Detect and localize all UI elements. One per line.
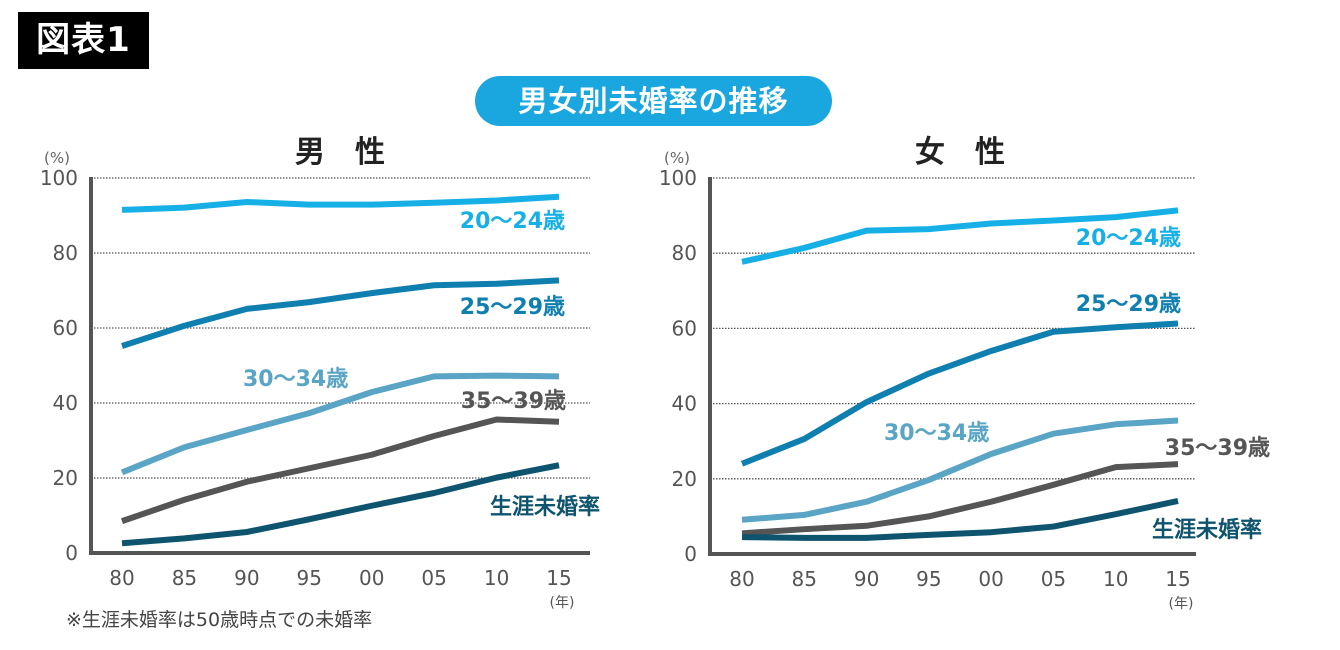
male-x-tick-label: 05	[421, 566, 446, 590]
male-series-label-30-34: 30〜34歳	[243, 367, 348, 392]
female-x-unit-label: (年)	[1169, 596, 1194, 612]
female-x-tick-label: 00	[978, 567, 1003, 591]
female-series-line-35-39	[741, 461, 1179, 537]
female-x-tick-label: 90	[854, 567, 879, 591]
female-series-label-lifetime: 生涯未婚率	[1152, 517, 1262, 543]
male-series-line-20-24	[121, 193, 560, 213]
female-y-unit-label: (%)	[664, 149, 690, 167]
female-y-tick-label: 0	[684, 542, 697, 566]
female-y-tick-label: 20	[672, 467, 697, 491]
male-series-label-25-29: 25〜29歳	[460, 295, 565, 320]
male-y-tick-label: 20	[53, 466, 78, 490]
female-x-tick-label: 15	[1165, 567, 1190, 591]
male-y-tick-label: 60	[53, 316, 78, 340]
female-series-label-20-24: 20〜24歳	[1076, 226, 1181, 251]
female-series-line-30-34	[741, 417, 1179, 523]
male-series-line-35-39	[121, 416, 560, 524]
female-x-tick-label: 10	[1103, 567, 1128, 591]
male-series-label-35-39: 35〜39歳	[461, 389, 566, 414]
male-x-tick-label: 90	[234, 566, 259, 590]
male-series-label-20-24: 20〜24歳	[460, 209, 565, 234]
footnote: ※生涯未婚率は50歳時点での未婚率	[66, 609, 373, 631]
male-x-tick-label: 80	[109, 566, 134, 590]
female-series-line-25-29	[740, 320, 1179, 467]
male-y-tick-label: 100	[40, 166, 78, 190]
male-y-unit-label: (%)	[44, 149, 70, 167]
male-x-tick-label: 85	[172, 566, 197, 590]
male-series-line-lifetime	[121, 462, 560, 547]
main-title: 男女別未婚率の推移	[475, 76, 832, 126]
male-series-line-25-29	[121, 277, 560, 349]
female-series-label-25-29: 25〜29歳	[1076, 292, 1181, 317]
female-series-line-20-24	[741, 207, 1179, 265]
male-chart-title: 男 性	[295, 135, 385, 170]
female-x-tick-label: 85	[792, 567, 817, 591]
female-series-line-lifetime	[741, 498, 1179, 541]
male-y-tick-label: 40	[53, 391, 78, 415]
female-chart-title: 女 性	[915, 135, 1005, 170]
figure-label: 図表1	[18, 12, 149, 69]
male-series-line-30-34	[120, 372, 560, 476]
male-y-tick-label: 80	[53, 241, 78, 265]
male-x-tick-label: 10	[484, 566, 509, 590]
female-series-label-35-39: 35〜39歳	[1165, 436, 1270, 461]
female-y-tick-label: 60	[672, 316, 697, 340]
male-series-label-lifetime: 生涯未婚率	[490, 494, 600, 520]
female-series-label-30-34: 30〜34歳	[884, 421, 989, 446]
male-x-tick-label: 95	[297, 566, 322, 590]
female-y-tick-label: 80	[672, 241, 697, 265]
female-x-tick-label: 05	[1041, 567, 1066, 591]
female-x-tick-label: 95	[916, 567, 941, 591]
male-x-tick-label: 00	[359, 566, 384, 590]
female-x-tick-label: 80	[729, 567, 754, 591]
female-y-tick-label: 100	[659, 166, 697, 190]
male-x-unit-label: (年)	[550, 595, 575, 611]
male-y-tick-label: 0	[65, 541, 78, 565]
female-y-tick-label: 40	[672, 392, 697, 416]
male-x-tick-label: 15	[546, 566, 571, 590]
